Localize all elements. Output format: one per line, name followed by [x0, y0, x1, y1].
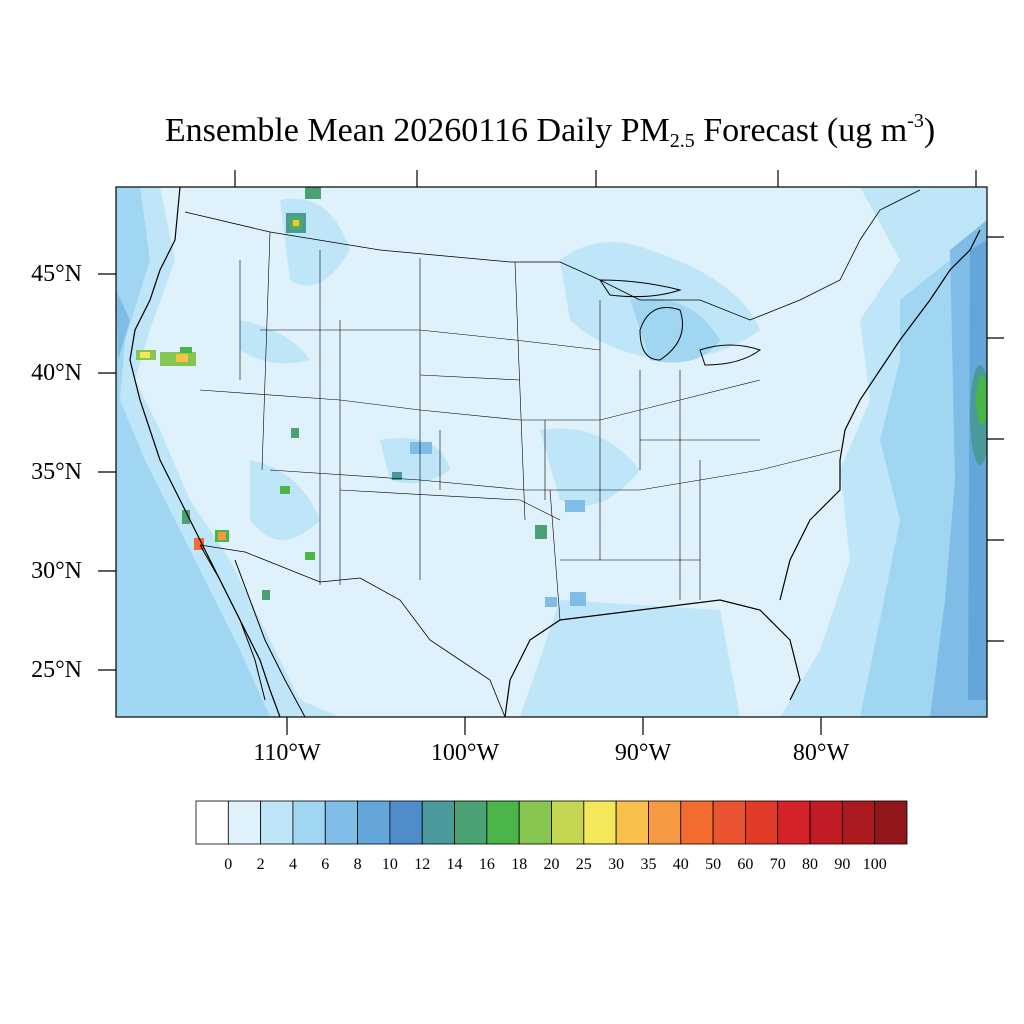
colorbar-swatch-0 — [195, 800, 229, 845]
colorbar-label-16: 60 — [737, 856, 754, 873]
map-title: Ensemble Mean 20260116 Daily PM2.5 Forec… — [164, 110, 936, 152]
colorbar-swatch-19 — [809, 800, 843, 845]
colorbar-swatch-17 — [745, 800, 779, 845]
colorbar-swatch-20 — [841, 800, 876, 845]
colorbar-label-17: 70 — [769, 856, 786, 873]
colorbar-swatch-15 — [680, 800, 714, 845]
colorbar-swatch-8 — [454, 800, 488, 845]
colorbar-label-9: 18 — [511, 856, 528, 873]
colorbar-label-18: 80 — [802, 856, 818, 873]
colorbar-swatch-6 — [389, 800, 423, 845]
colorbar-label-11: 25 — [575, 856, 592, 873]
colorbar-label-10: 20 — [543, 856, 560, 873]
colorbar — [195, 800, 908, 845]
colorbar-swatch-21 — [874, 800, 908, 845]
lat-label-35: 35°N — [31, 459, 82, 485]
axis-ticks — [98, 170, 1004, 735]
colorbar-label-3: 6 — [321, 856, 330, 873]
colorbar-swatch-7 — [421, 800, 455, 845]
colorbar-label-7: 14 — [446, 856, 463, 873]
colorbar-swatch-12 — [583, 800, 617, 845]
lat-label-25: 25°N — [31, 657, 82, 683]
colorbar-label-5: 10 — [381, 856, 398, 873]
concentration-field — [116, 187, 987, 717]
colorbar-swatch-14 — [648, 800, 682, 845]
colorbar-swatch-3 — [292, 800, 326, 845]
colorbar-label-19: 90 — [834, 856, 851, 873]
colorbar-label-0: 0 — [224, 856, 233, 873]
colorbar-swatch-18 — [777, 800, 811, 845]
colorbar-swatch-2 — [260, 800, 294, 845]
colorbar-swatch-13 — [615, 800, 649, 845]
colorbar-swatch-10 — [518, 800, 552, 845]
colorbar-label-4: 8 — [353, 856, 362, 873]
colorbar-swatch-9 — [486, 800, 520, 845]
colorbar-swatch-11 — [551, 800, 585, 845]
lat-label-30: 30°N — [31, 558, 82, 584]
lon-label-110w: 110°W — [253, 740, 321, 766]
colorbar-label-14: 40 — [672, 856, 689, 873]
colorbar-label-20: 100 — [862, 856, 887, 873]
colorbar-label-2: 4 — [289, 856, 297, 873]
map-boundaries — [129, 187, 981, 717]
colorbar-swatch-4 — [324, 800, 358, 845]
colorbar-label-15: 50 — [705, 856, 722, 873]
colorbar-swatch-1 — [227, 800, 262, 845]
lon-label-80w: 80°W — [792, 740, 850, 766]
colorbar-label-6: 12 — [414, 856, 431, 873]
colorbar-label-12: 30 — [608, 856, 625, 873]
colorbar-swatch-16 — [712, 800, 746, 845]
colorbar-label-13: 35 — [640, 856, 657, 873]
colorbar-swatch-5 — [357, 800, 391, 845]
lat-label-40: 40°N — [31, 360, 82, 386]
lon-label-90w: 90°W — [614, 740, 672, 766]
lat-label-45: 45°N — [31, 261, 82, 287]
colorbar-label-8: 16 — [478, 856, 495, 873]
colorbar-label-1: 2 — [256, 856, 265, 873]
lon-label-100w: 100°W — [430, 740, 500, 766]
